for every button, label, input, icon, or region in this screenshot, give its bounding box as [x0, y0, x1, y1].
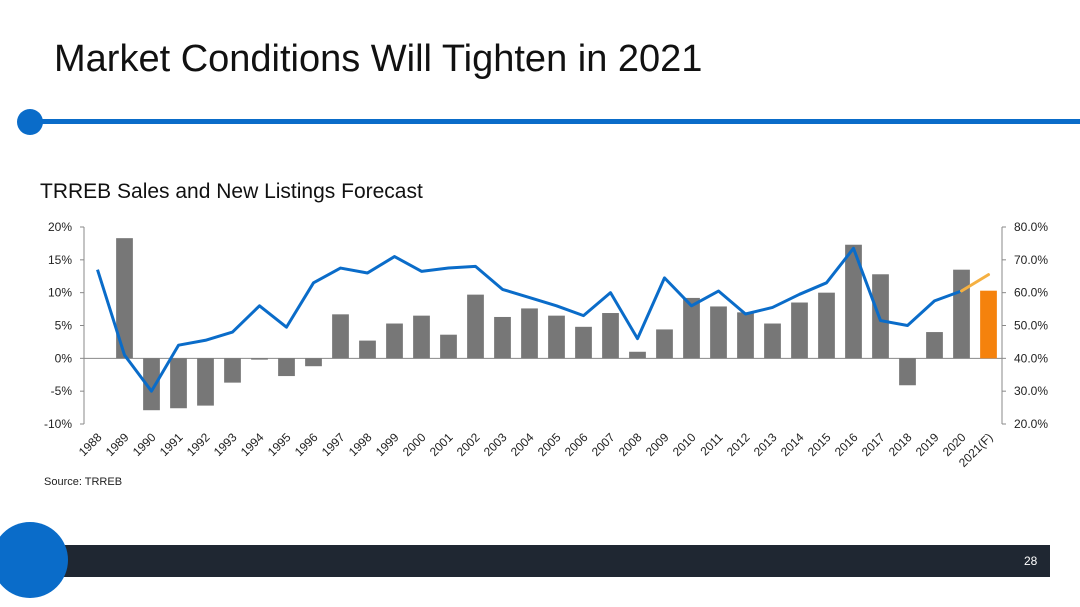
data-bar: [548, 315, 565, 359]
x-tick-label: 1990: [130, 430, 159, 459]
x-tick-label: 1994: [238, 430, 267, 459]
data-bar: [467, 294, 484, 359]
x-tick-label: 2019: [913, 430, 942, 459]
data-bar: [629, 351, 646, 359]
x-tick-label: 2018: [886, 430, 915, 459]
y-left-tick-label: 5%: [55, 319, 73, 333]
data-bar: [683, 297, 700, 359]
x-tick-label: 2006: [562, 430, 591, 459]
data-bar: [224, 358, 241, 383]
x-tick-label: 2005: [535, 430, 564, 459]
data-bar: [899, 358, 916, 386]
data-bar: [521, 308, 538, 359]
data-bar: [305, 358, 322, 367]
data-line: [96, 246, 963, 393]
y-left-tick-label: 10%: [48, 286, 72, 300]
data-bar: [413, 315, 430, 359]
x-tick-label: 2007: [589, 430, 618, 459]
x-tick-label: 2003: [481, 430, 510, 459]
x-tick-label: 1997: [319, 430, 348, 459]
y-right-tick-label: 60.0%: [1014, 286, 1048, 300]
data-bar: [170, 358, 187, 409]
y-right-tick-label: 70.0%: [1014, 253, 1048, 267]
header-rule: [30, 119, 1080, 124]
y-right-tick-label: 80.0%: [1014, 220, 1048, 234]
data-bar: [575, 326, 592, 359]
data-bar: [386, 323, 403, 359]
y-right-tick-label: 30.0%: [1014, 384, 1048, 398]
footer-circle: [0, 522, 68, 598]
data-bar: [359, 340, 376, 359]
x-tick-label: 2004: [508, 430, 537, 459]
header-dot: [17, 109, 43, 135]
x-tick-label: 1992: [184, 430, 213, 459]
forecast-line: [960, 273, 990, 293]
y-left-tick-label: 15%: [48, 253, 72, 267]
data-bar: [143, 358, 160, 411]
x-tick-label: 2008: [616, 430, 645, 459]
data-bar: [764, 323, 781, 359]
x-tick-label: 2017: [859, 430, 888, 459]
data-bar: [494, 316, 511, 359]
x-tick-label: 1993: [211, 430, 240, 459]
data-bar: [197, 358, 214, 406]
y-right-tick-label: 50.0%: [1014, 319, 1048, 333]
x-tick-label: 2000: [400, 430, 429, 459]
x-tick-label: 2010: [670, 430, 699, 459]
x-tick-label: 2015: [805, 430, 834, 459]
y-right-tick-label: 40.0%: [1014, 351, 1048, 365]
x-tick-label: 1989: [103, 430, 132, 459]
data-bar: [710, 306, 727, 359]
data-bar: [440, 334, 457, 359]
data-bar: [926, 332, 943, 359]
data-bar: [737, 312, 754, 359]
data-bar: [602, 313, 619, 359]
x-tick-label: 1998: [346, 430, 375, 459]
data-bar: [251, 358, 268, 360]
y-left-tick-label: 0%: [55, 351, 73, 365]
page-number: 28: [1024, 554, 1038, 568]
y-left-tick-label: -10%: [44, 417, 72, 431]
x-tick-label: 1999: [373, 430, 402, 459]
data-bar: [818, 292, 835, 359]
x-tick-label: 1991: [157, 430, 186, 459]
x-tick-label: 2014: [778, 430, 807, 459]
source-note: Source: TRREB: [44, 476, 123, 488]
y-left-tick-label: -5%: [51, 384, 73, 398]
x-tick-label: 1996: [292, 430, 321, 459]
x-tick-label: 2002: [454, 430, 483, 459]
y-left-tick-label: 20%: [48, 220, 72, 234]
chart-title: TRREB Sales and New Listings Forecast: [40, 180, 423, 203]
x-tick-label: 1995: [265, 430, 294, 459]
y-right-tick-label: 20.0%: [1014, 417, 1048, 431]
slide-title: Market Conditions Will Tighten in 2021: [54, 38, 703, 80]
data-bar: [953, 269, 970, 359]
x-tick-label: 1988: [76, 430, 105, 459]
x-tick-label: 2009: [643, 430, 672, 459]
footer-bar: [0, 545, 1050, 577]
x-tick-label: 2012: [724, 430, 753, 459]
data-bar: [116, 238, 133, 359]
x-tick-label: 2016: [832, 430, 861, 459]
x-tick-label: 2013: [751, 430, 780, 459]
forecast-bar: [980, 290, 997, 359]
data-bar: [791, 302, 808, 359]
data-bar: [278, 358, 295, 377]
data-bar: [656, 329, 673, 359]
x-tick-label: 2011: [697, 430, 725, 458]
data-bar: [332, 314, 349, 359]
data-bar: [845, 244, 862, 359]
x-tick-label: 2001: [427, 430, 456, 459]
